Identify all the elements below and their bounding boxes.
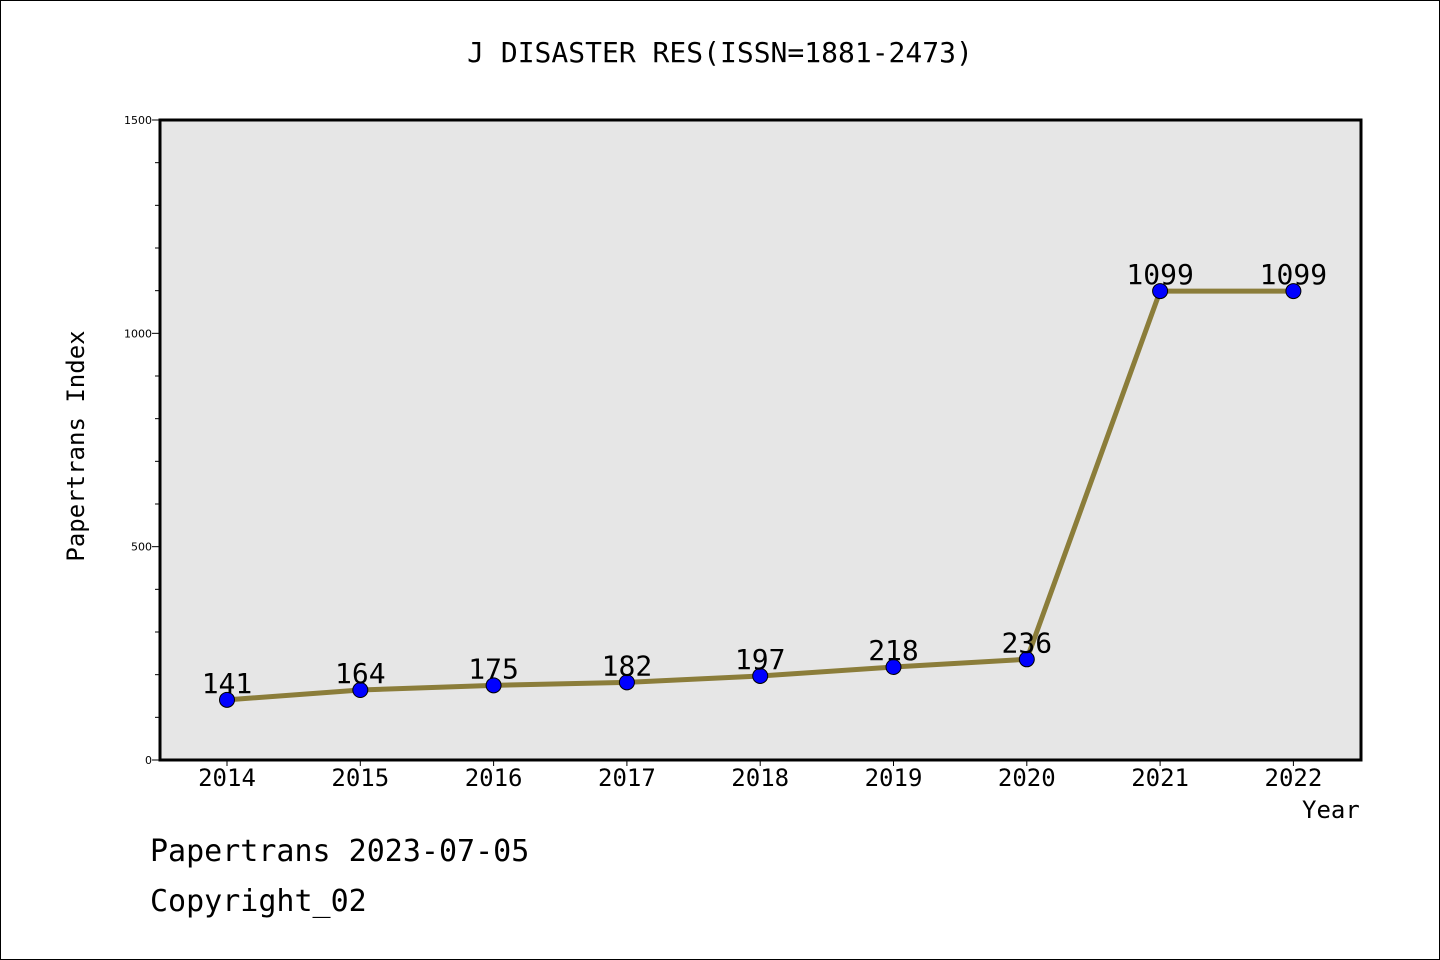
data-label: 141 <box>202 667 253 700</box>
y-tick-label: 1500 <box>124 114 152 127</box>
y-axis: 0 500 1000 1500 <box>124 114 160 767</box>
data-point <box>352 682 369 699</box>
footer-copyright-text: Copyright_02 <box>150 884 367 919</box>
x-tick-label: 2019 <box>865 764 923 792</box>
y-tick-label: 0 <box>145 754 152 767</box>
x-axis: 2014 2015 2016 2017 2018 2019 2020 2021 2022 <box>198 760 1322 792</box>
data-label: 175 <box>468 652 519 685</box>
data-point <box>885 658 902 675</box>
chart-title: J DISASTER RES(ISSN=1881-2473) <box>467 36 973 69</box>
x-tick-label: 2020 <box>998 764 1056 792</box>
y-tick-label: 1000 <box>124 327 152 340</box>
data-label: 164 <box>335 657 386 690</box>
data-point <box>1018 651 1035 668</box>
data-label: 236 <box>1002 626 1053 659</box>
data-point <box>1285 283 1302 300</box>
data-label: 182 <box>602 649 653 682</box>
x-tick-label: 2017 <box>598 764 656 792</box>
x-axis-label: Year <box>1302 796 1360 824</box>
x-tick-label: 2016 <box>465 764 523 792</box>
x-tick-label: 2018 <box>731 764 789 792</box>
data-point <box>618 674 635 691</box>
data-label: 1099 <box>1260 258 1327 291</box>
data-label: 218 <box>868 634 919 667</box>
x-tick-label: 2015 <box>331 764 389 792</box>
series-layer: 141 164 175 182 197 218 236 1099 1099 <box>202 258 1327 708</box>
y-tick-label: 500 <box>131 541 152 554</box>
plot-area <box>160 120 1361 760</box>
x-tick-label: 2021 <box>1131 764 1189 792</box>
data-point <box>219 691 235 708</box>
data-point <box>752 667 769 684</box>
data-point <box>1152 283 1169 300</box>
x-tick-label: 2022 <box>1265 764 1323 792</box>
data-label: 197 <box>735 643 786 676</box>
data-point <box>485 677 502 694</box>
data-label: 1099 <box>1126 258 1193 291</box>
plot-border <box>158 118 1363 762</box>
footer-date-text: Papertrans 2023-07-05 <box>150 834 530 869</box>
x-tick-label: 2014 <box>198 764 256 792</box>
